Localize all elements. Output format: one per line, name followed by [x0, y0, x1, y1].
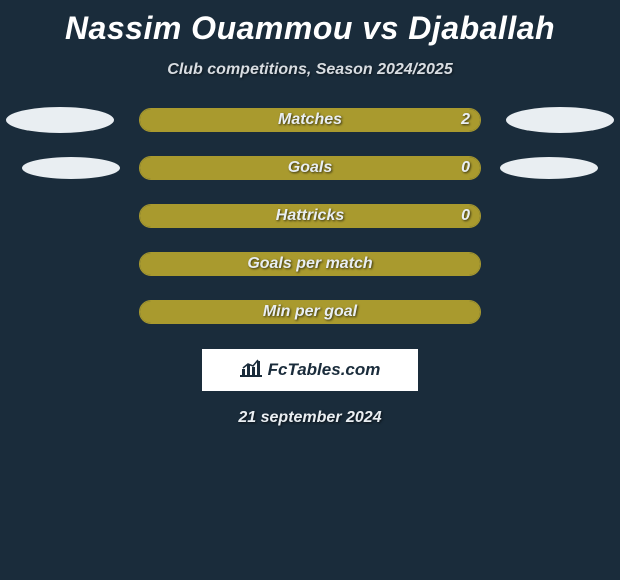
stat-label: Hattricks	[276, 207, 344, 225]
stat-right-value: 2	[461, 111, 470, 129]
stat-label: Matches	[278, 111, 342, 129]
brand-box: FcTables.com	[202, 349, 418, 391]
stat-row-goals: 0 Goals 0	[0, 155, 620, 181]
stat-bar-track: Min per goal	[139, 300, 481, 324]
stat-bar-track: Hattricks	[139, 204, 481, 228]
ellipse-left-icon	[22, 157, 120, 179]
stat-right-value: 0	[461, 207, 470, 225]
ellipse-right-icon	[500, 157, 598, 179]
stat-bar-right	[310, 157, 480, 179]
vs-text: vs	[362, 10, 399, 46]
stat-right-value: 0	[461, 159, 470, 177]
subtitle: Club competitions, Season 2024/2025	[0, 61, 620, 79]
stat-rows: 3 Matches 2 0 Goals 0 0	[0, 107, 620, 325]
stat-row-min-per-goal: Min per goal	[0, 299, 620, 325]
player2-name: Djaballah	[408, 10, 555, 46]
stat-label: Goals per match	[247, 255, 372, 273]
stat-row-matches: 3 Matches 2	[0, 107, 620, 133]
stat-label: Min per goal	[263, 303, 357, 321]
comparison-card: Nassim Ouammou vs Djaballah Club competi…	[0, 0, 620, 580]
stat-row-goals-per-match: Goals per match	[0, 251, 620, 277]
bar-chart-icon	[240, 359, 262, 382]
stat-bar-right	[344, 109, 480, 131]
stat-bar-track: Matches	[139, 108, 481, 132]
brand-text: FcTables.com	[268, 360, 381, 380]
stat-bar-left	[140, 157, 310, 179]
ellipse-right-icon	[506, 107, 614, 133]
ellipse-left-icon	[6, 107, 114, 133]
stat-row-hattricks: 0 Hattricks 0	[0, 203, 620, 229]
player1-name: Nassim Ouammou	[65, 10, 353, 46]
stat-bar-track: Goals per match	[139, 252, 481, 276]
page-title: Nassim Ouammou vs Djaballah	[0, 0, 620, 47]
stat-label: Goals	[288, 159, 332, 177]
date-text: 21 september 2024	[0, 409, 620, 427]
stat-bar-track: Goals	[139, 156, 481, 180]
